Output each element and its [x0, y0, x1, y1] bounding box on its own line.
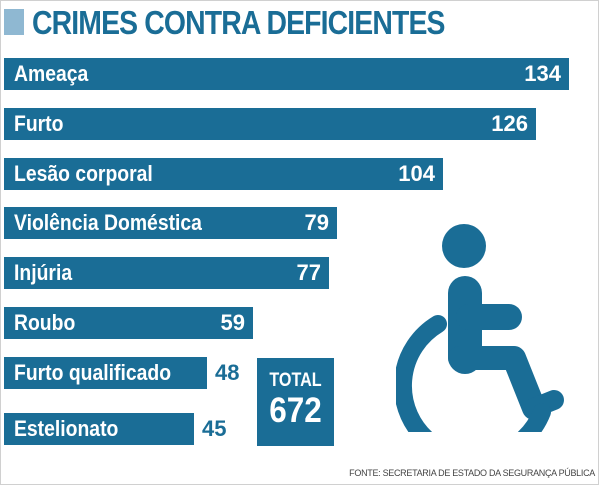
- bar-label-2: Lesão corporal: [14, 161, 153, 186]
- bar-3: [4, 207, 337, 239]
- bar-4: [4, 257, 329, 289]
- bar-label-7: Estelionato: [14, 416, 119, 441]
- total-value: 672: [269, 391, 322, 430]
- bar-value-2: 104: [398, 161, 435, 186]
- chart-title: CRIMES CONTRA DEFICIENTES: [32, 4, 445, 41]
- total-box: TOTAL 672: [257, 358, 334, 446]
- title-marker: [4, 9, 24, 35]
- bar-7: [4, 413, 194, 445]
- bar-value-3: 79: [304, 210, 329, 235]
- bar-value-0: 134: [524, 61, 561, 86]
- bar-0: [4, 58, 569, 90]
- source-note: FONTE: SECRETARIA DE ESTADO DA SEGURANÇA…: [349, 468, 595, 478]
- bar-label-5: Roubo: [14, 310, 76, 335]
- total-label: TOTAL: [269, 370, 322, 391]
- bar-6: [4, 357, 207, 389]
- wheelchair-icon: [396, 224, 564, 432]
- bar-2: [4, 158, 443, 190]
- bar-label-0: Ameaça: [14, 61, 89, 86]
- bar-label-4: Injúria: [14, 260, 73, 285]
- bar-5: [4, 307, 253, 339]
- bar-value-7: 45: [202, 416, 227, 441]
- bar-label-1: Furto: [14, 111, 64, 136]
- bar-value-5: 59: [220, 310, 245, 335]
- bar-label-6: Furto qualificado: [14, 360, 172, 385]
- bar-value-1: 126: [491, 111, 528, 136]
- bar-1: [4, 108, 536, 140]
- bar-label-3: Violência Doméstica: [14, 210, 202, 235]
- bar-value-4: 77: [296, 260, 321, 285]
- bar-value-6: 48: [215, 360, 240, 385]
